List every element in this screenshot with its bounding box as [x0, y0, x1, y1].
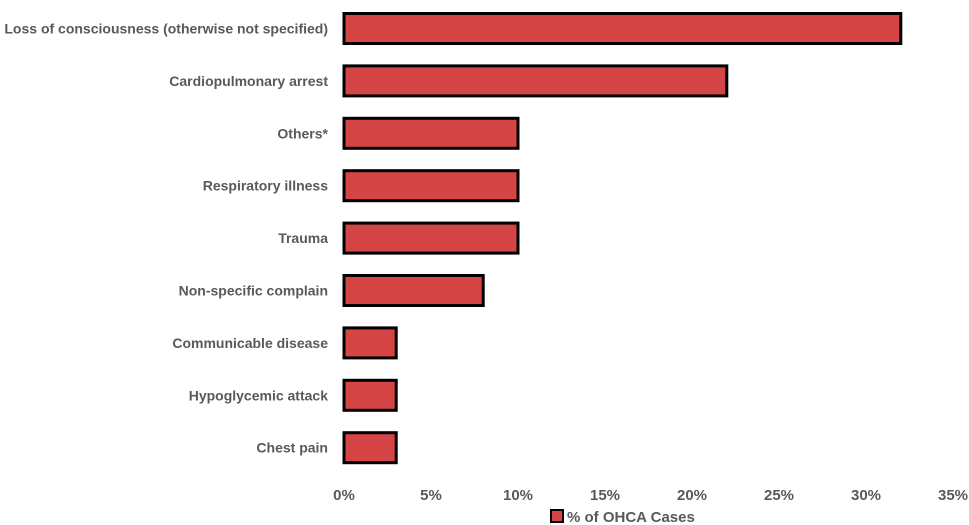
- category-label: Others*: [277, 125, 328, 141]
- x-tick-label: 30%: [851, 487, 881, 504]
- x-tick-label: 25%: [764, 487, 794, 504]
- category-label: Loss of consciousness (otherwise not spe…: [4, 21, 328, 37]
- legend-label: % of OHCA Cases: [567, 509, 695, 525]
- x-tick-label: 0%: [333, 487, 355, 504]
- x-tick-label: 5%: [420, 487, 442, 504]
- category-label: Cardiopulmonary arrest: [169, 73, 328, 89]
- bar: [342, 64, 729, 98]
- bar: [342, 378, 398, 412]
- bars-group: [342, 12, 903, 465]
- bar: [342, 274, 485, 307]
- bar: [342, 326, 398, 360]
- category-label: Chest pain: [256, 440, 328, 456]
- category-label: Trauma: [278, 230, 328, 246]
- bar: [342, 12, 903, 45]
- bar: [342, 431, 398, 465]
- category-label: Communicable disease: [172, 335, 328, 351]
- x-axis-tick-labels: 0% 5% 10% 15% 20% 25% 30% 35%: [333, 487, 968, 504]
- category-label: Hypoglycemic attack: [189, 387, 328, 403]
- x-tick-label: 35%: [938, 487, 968, 504]
- category-label: Non-specific complain: [179, 283, 328, 299]
- bar: [342, 116, 520, 150]
- legend: % of OHCA Cases: [550, 509, 695, 525]
- category-labels: Loss of consciousness (otherwise not spe…: [4, 21, 328, 456]
- x-tick-label: 10%: [503, 487, 533, 504]
- category-label: Respiratory illness: [203, 178, 328, 194]
- legend-swatch: [550, 509, 564, 523]
- x-tick-label: 15%: [590, 487, 620, 504]
- bar: [342, 169, 520, 203]
- bar: [342, 221, 520, 255]
- x-tick-label: 20%: [677, 487, 707, 504]
